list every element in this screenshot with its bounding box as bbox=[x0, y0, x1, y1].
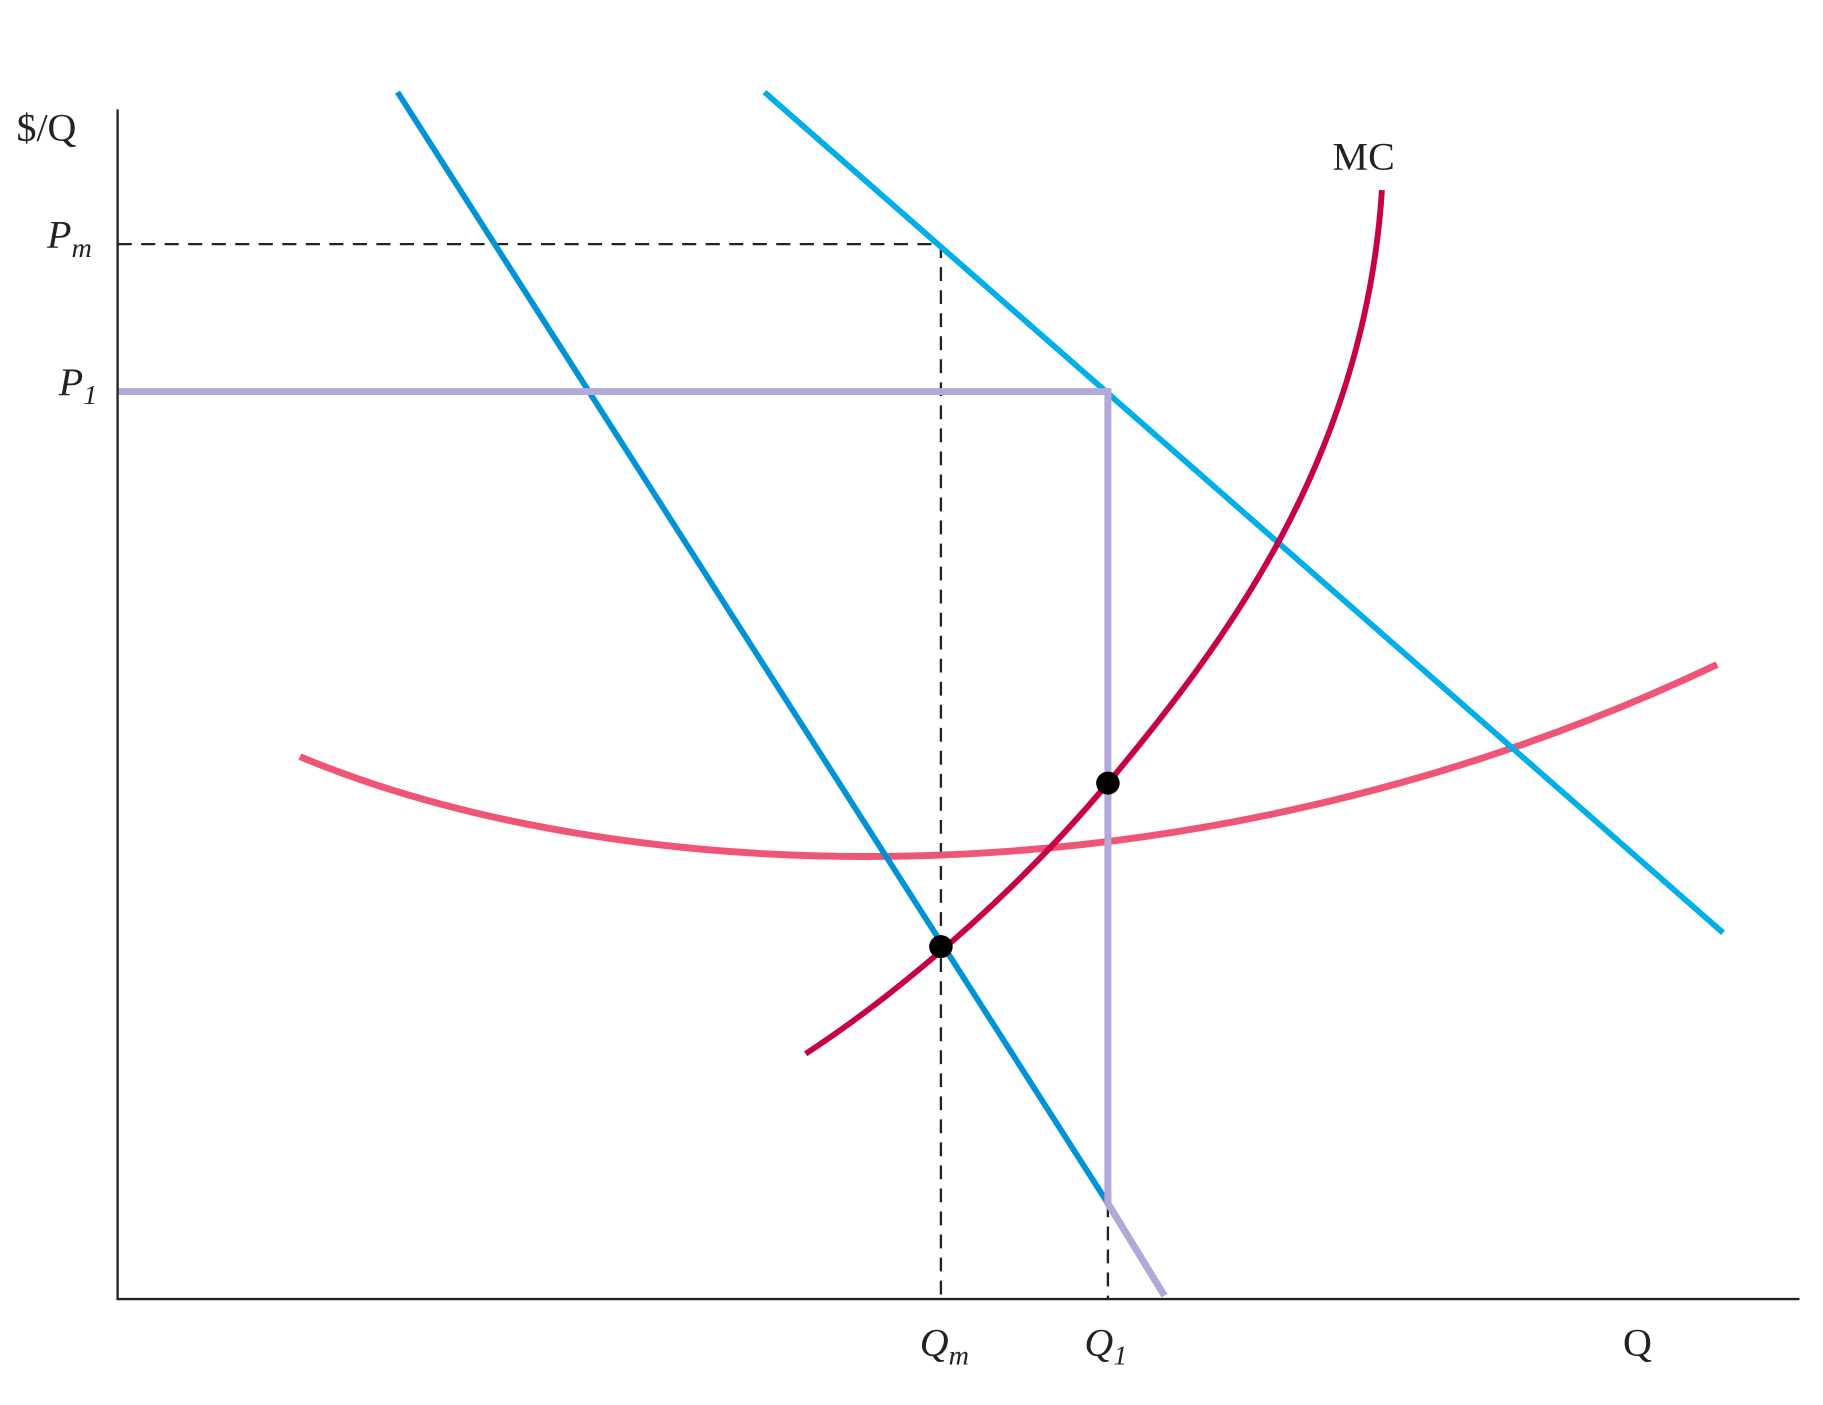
axes bbox=[116, 109, 1800, 1301]
regulated-ar bbox=[117, 388, 1168, 1298]
sub: 1 bbox=[1113, 1341, 1127, 1372]
mr-line bbox=[395, 90, 1111, 1205]
sub: m bbox=[71, 233, 91, 264]
main: Q bbox=[1084, 1321, 1113, 1365]
y-axis-label: $/Q bbox=[16, 106, 76, 150]
guides bbox=[117, 242, 1110, 1300]
ac-curve bbox=[298, 661, 1719, 860]
sub: 1 bbox=[83, 380, 97, 411]
mc-label: MC bbox=[1333, 135, 1395, 179]
demand-line bbox=[762, 89, 1725, 935]
main: P bbox=[46, 213, 71, 257]
sub: m bbox=[949, 1341, 969, 1372]
price-label: P1 bbox=[58, 360, 98, 411]
x-axis-label: Q bbox=[1623, 1321, 1652, 1365]
main: P bbox=[58, 360, 83, 404]
mc-curve bbox=[804, 189, 1385, 1057]
quantity-label: Qm bbox=[920, 1321, 969, 1372]
point bbox=[929, 935, 953, 959]
price-label: Pm bbox=[46, 213, 92, 264]
quantity-label: Q1 bbox=[1084, 1321, 1127, 1372]
main: Q bbox=[920, 1321, 949, 1365]
point bbox=[1096, 771, 1120, 795]
